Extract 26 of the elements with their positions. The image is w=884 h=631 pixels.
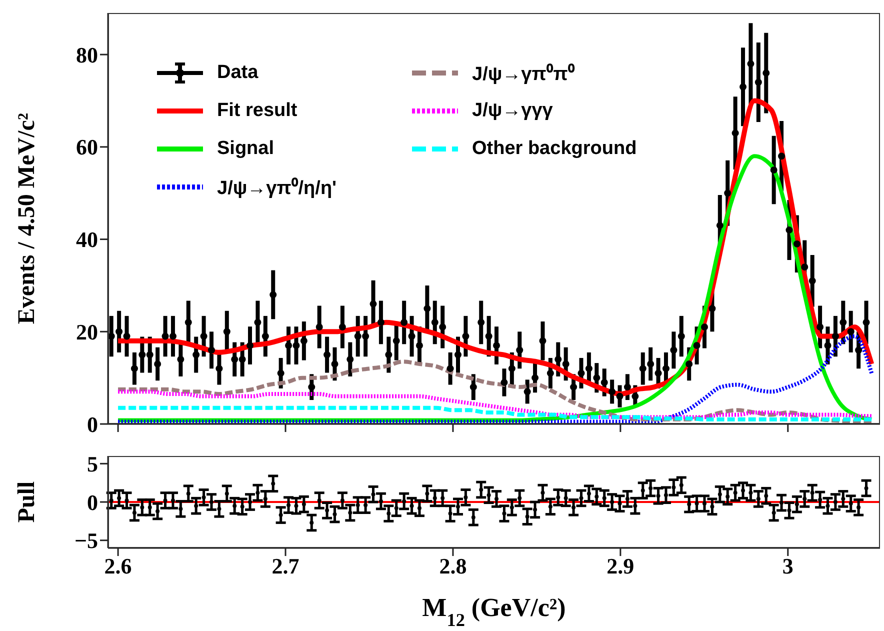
line-series [116, 360, 874, 424]
legend-label: Fit result [217, 100, 298, 122]
y-tick-label: 80 [76, 42, 98, 68]
legend-label: J/ψ→γπ⁰/η/η' [217, 176, 337, 200]
y-tick-label: 0 [87, 412, 98, 437]
legend-label: J/ψ→γπ⁰π⁰ [472, 62, 575, 86]
x-tick-label: 3 [782, 554, 794, 579]
line-series [116, 390, 874, 420]
legend-label: J/ψ→γγγ [472, 100, 553, 122]
y-tick-label: 0 [87, 490, 98, 515]
y-axis-title: Pull [14, 480, 40, 523]
y-axis-title: Events / 4.50 MeV/c² [14, 112, 40, 324]
legend-label: Data [217, 62, 258, 84]
legend-label: Signal [217, 138, 274, 160]
y-tick-label: 40 [76, 227, 98, 252]
x-tick-label: 2.6 [104, 554, 132, 579]
x-tick-label: 2.8 [439, 554, 467, 579]
y-tick-label: 60 [76, 134, 98, 160]
line-series [116, 406, 874, 422]
x-tick-label: 2.7 [272, 554, 300, 579]
y-tick-label: −5 [74, 528, 98, 554]
legend-label: Other background [472, 138, 637, 160]
x-tick-label: 2.9 [606, 554, 634, 579]
y-tick-label: 20 [76, 319, 98, 344]
x-axis-title: M$_{12}$ (GeV/c²) [422, 593, 566, 630]
y-tick-label: 5 [87, 451, 98, 476]
